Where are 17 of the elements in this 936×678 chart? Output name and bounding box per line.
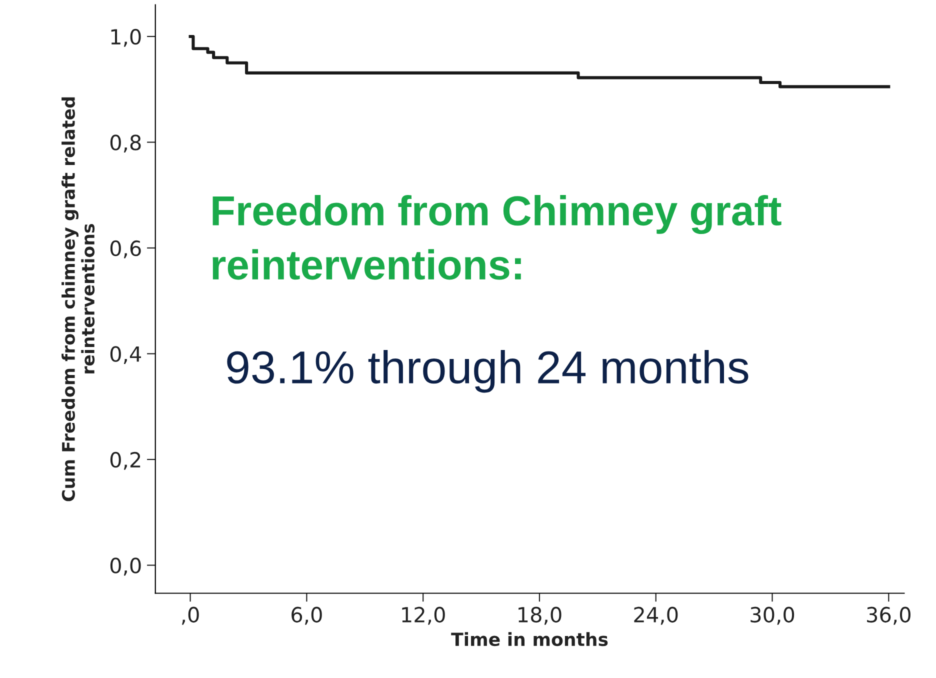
y-tick-label: 0,8 xyxy=(110,134,141,153)
x-tick-label: 12,0 xyxy=(402,606,445,625)
x-tick-label: 6,0 xyxy=(292,606,322,625)
x-tick-label: ,0 xyxy=(182,606,199,625)
x-tick-label: 36,0 xyxy=(867,606,910,625)
y-tick-label: 0,0 xyxy=(110,558,141,576)
annotation: Freedom from Chimney graft reinterventions: xyxy=(212,195,782,280)
y-axis-title: Cum Freedom from chimney graft related reinterventions xyxy=(62,97,95,502)
y-tick-label: 0,2 xyxy=(110,452,140,470)
x-tick-label: 24,0 xyxy=(634,606,678,625)
x-axis-title: Time in months xyxy=(451,632,608,646)
annotation: 93.1% through 24 months xyxy=(227,350,748,393)
y-tick-label: 0,6 xyxy=(110,240,141,258)
x-tick-label: 30,0 xyxy=(750,606,794,625)
x-tick-label: 18,0 xyxy=(518,606,562,625)
y-tick-label: 1,0 xyxy=(111,28,141,47)
y-tick-label: 0,4 xyxy=(110,346,142,364)
